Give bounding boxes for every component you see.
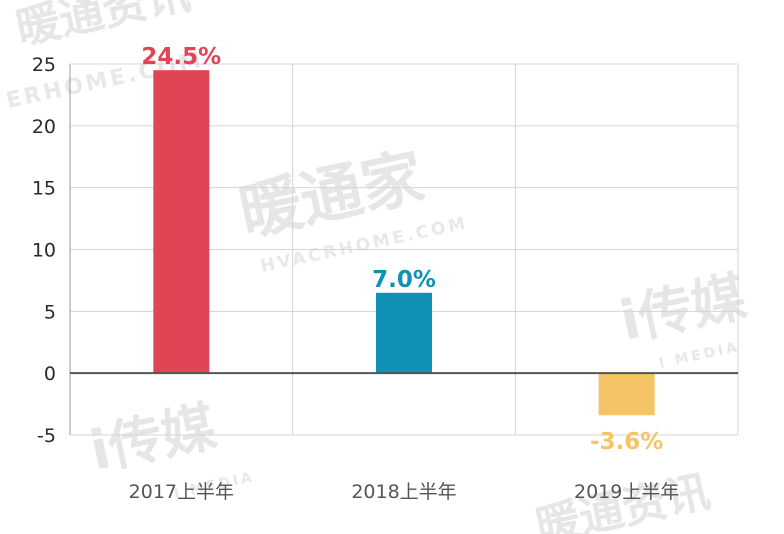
bar-3 — [598, 373, 655, 416]
data-label: -3.6% — [590, 429, 663, 455]
x-category-label: 2019上半年 — [574, 481, 679, 503]
bar-2 — [376, 292, 432, 374]
x-category-label: 2018上半年 — [351, 481, 456, 503]
x-category-label: 2017上半年 — [129, 481, 234, 503]
y-tick-label: 5 — [44, 301, 56, 323]
watermark-text: i传媒 — [85, 395, 223, 483]
watermark-text: I MEDIA — [658, 339, 742, 372]
bar-1 — [153, 70, 210, 374]
y-tick-label: 20 — [32, 116, 56, 138]
y-tick-label: -5 — [37, 425, 56, 447]
bars — [153, 70, 655, 416]
x-axis-categories: 2017上半年 2018上半年 2019上半年 — [129, 481, 680, 503]
data-label: 7.0% — [372, 267, 436, 293]
data-labels: 24.5% 7.0% -3.6% — [141, 44, 663, 455]
y-tick-label: 0 — [44, 363, 56, 385]
y-axis-ticks: 25 20 15 10 5 0 -5 — [32, 54, 56, 447]
y-tick-label: 25 — [32, 54, 56, 76]
data-label: 24.5% — [141, 44, 221, 70]
y-tick-label: 10 — [32, 240, 56, 262]
y-tick-label: 15 — [32, 178, 56, 200]
